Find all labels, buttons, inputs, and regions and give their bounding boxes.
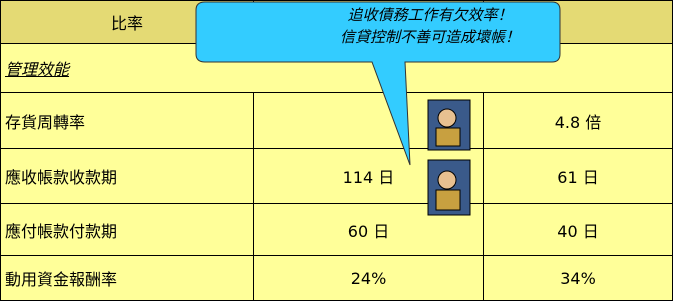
- cartoon: [428, 100, 470, 215]
- callout: [196, 2, 560, 165]
- callout-text: 追收債務工作有欠效率！: [347, 6, 512, 24]
- slide: 比率 管理效能 存貨周轉率 4.8 倍 應收帳款收款期 114 日 61 日 應…: [0, 0, 673, 301]
- overlay: 追收債務工作有欠效率！ 信貸控制不善可造成壞帳！: [0, 0, 673, 301]
- callout-text: 信貸控制不善可造成壞帳！: [340, 28, 520, 46]
